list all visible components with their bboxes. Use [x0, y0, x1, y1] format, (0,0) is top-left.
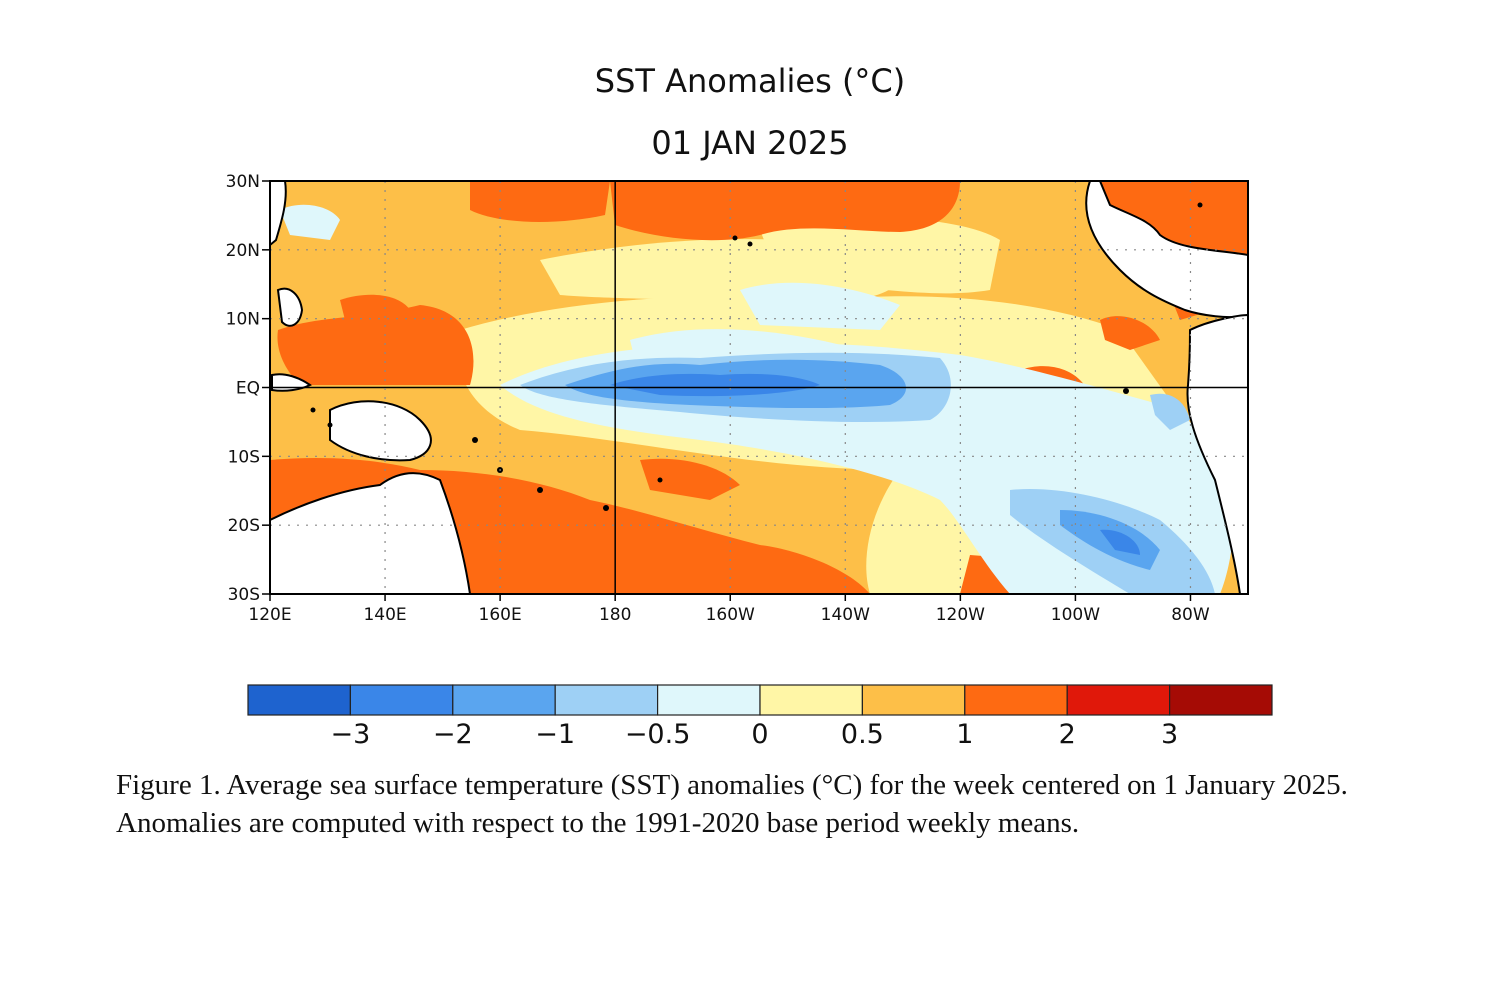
colorbar-swatch — [349, 684, 454, 716]
colorbar-label: 2 — [1059, 719, 1076, 750]
colorbar-swatch — [861, 684, 966, 716]
colorbar-label: 3 — [1161, 719, 1178, 750]
lat-tick-label: 20S — [228, 516, 260, 536]
colorbar-swatch — [452, 684, 556, 716]
lat-tick-label: 30N — [226, 172, 260, 192]
lat-tick-label: 30S — [228, 585, 260, 605]
lat-tick-label: EQ — [236, 379, 260, 399]
colorbar-label: −3 — [330, 719, 370, 750]
colorbar-label: 1 — [956, 719, 973, 750]
lat-tick-label: 10S — [228, 447, 260, 467]
lon-tick-label: 80W — [1171, 605, 1210, 625]
colorbar-swatch — [656, 684, 761, 716]
lon-tick-label: 140E — [363, 605, 406, 625]
colorbar-label: −1 — [535, 719, 575, 750]
lon-tick-label: 100W — [1051, 605, 1100, 625]
lon-tick-label: 120W — [936, 605, 985, 625]
colorbar-swatch — [759, 684, 864, 716]
lon-tick-label: 160E — [479, 605, 522, 625]
map-date: 01 JAN 2025 — [651, 124, 849, 162]
colorbar-label: −2 — [433, 719, 473, 750]
map-title: SST Anomalies (°C) — [594, 62, 906, 100]
figure-caption: Figure 1. Average sea surface temperatur… — [116, 769, 1348, 839]
colorbar-swatch — [1168, 684, 1273, 716]
colorbar-swatch — [554, 684, 659, 716]
longitude-axis: 120E 140E 160E 180 160W 140W 120W 100W 80W — [248, 594, 1210, 625]
lon-tick-label: 160W — [706, 605, 755, 625]
colorbar-swatch — [1066, 684, 1171, 716]
colorbar-swatch — [247, 684, 352, 716]
map-gridlines — [270, 181, 1248, 594]
lat-tick-label: 10N — [226, 310, 260, 330]
lon-tick-label: 180 — [599, 605, 631, 625]
latitude-axis: 30N 20N 10N EQ 10S 20S 30S — [226, 172, 270, 605]
colorbar-label: 0.5 — [841, 719, 884, 750]
lon-tick-label: 140W — [821, 605, 870, 625]
colorbar-label: −0.5 — [625, 719, 691, 750]
colorbar-label: 0 — [751, 719, 768, 750]
colorbar-swatch — [964, 684, 1068, 716]
colorbar: −3 −2 −1 −0.5 0 0.5 1 2 3 — [247, 684, 1273, 750]
lat-tick-label: 20N — [226, 241, 260, 261]
lon-tick-label: 120E — [248, 605, 291, 625]
